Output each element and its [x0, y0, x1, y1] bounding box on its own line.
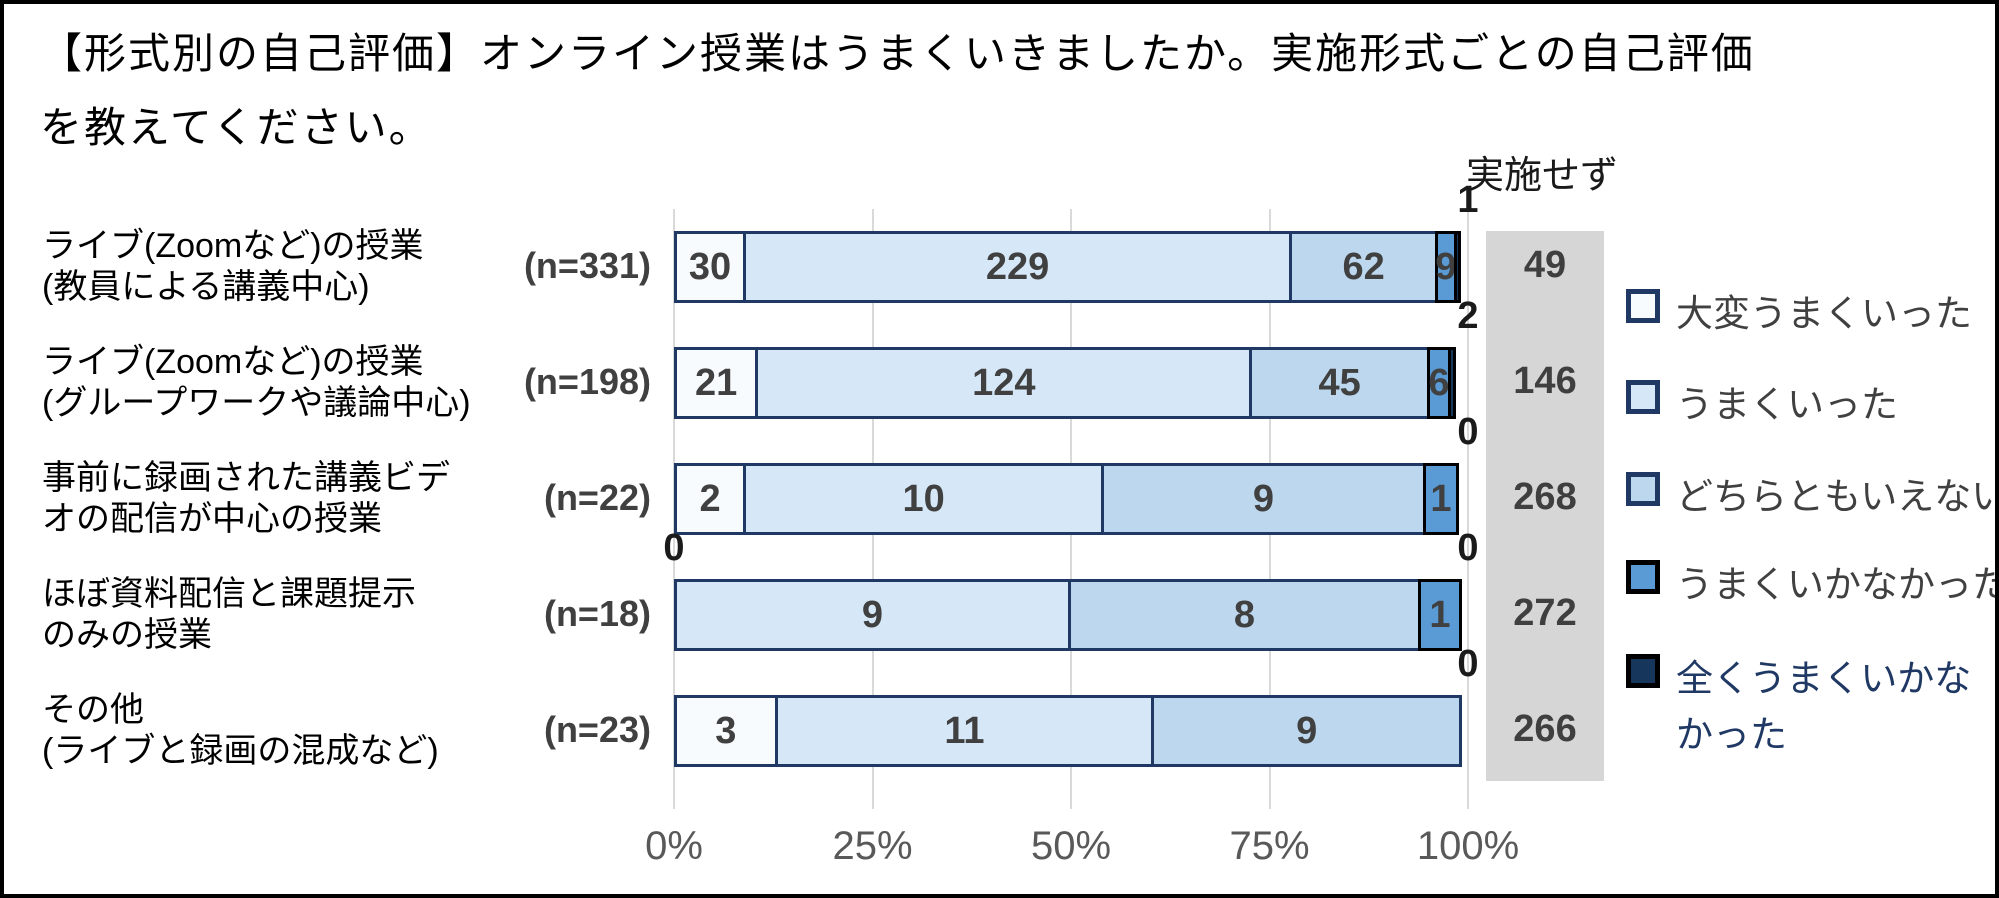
category-label: ライブ(Zoomなど)の授業 (教員による講義中心)	[42, 226, 424, 308]
sample-size-label: (n=331)	[523, 245, 651, 286]
x-axis-tick-label: 75%	[1229, 824, 1310, 868]
segment-value-above-right: 2	[1457, 295, 1479, 337]
bar-segment-全くうまくいかなかった	[1453, 231, 1461, 303]
bar-row: 2 10 9 1	[674, 463, 1468, 535]
legend-swatch-大変うまくいった	[1626, 289, 1660, 323]
x-axis-tick-label: 100%	[1416, 824, 1520, 868]
segment-value: 8	[1233, 593, 1255, 636]
segment-value: 229	[985, 245, 1050, 288]
category-label-line: 事前に録画された講義ビデ	[42, 459, 450, 497]
segment-value: 45	[1318, 361, 1361, 404]
bar-row: 9 8 1	[674, 579, 1468, 651]
segment-value-above-right: 0	[1457, 411, 1479, 453]
x-axis-tick-label: 50%	[1030, 824, 1112, 868]
chart-title-line-1: 【形式別の自己評価】オンライン授業はうまくいきましたか。実施形式ごとの自己評価	[40, 30, 1755, 77]
segment-value: 11	[944, 709, 985, 752]
legend-label-うまくいった: うまくいった	[1676, 384, 1898, 425]
bar-segment-うまくいった: 10	[743, 463, 1105, 535]
segment-value: 9	[1252, 477, 1275, 520]
segment-value-above-right: 0	[1457, 643, 1479, 685]
category-label: 事前に録画された講義ビデ オの配信が中心の授業	[42, 458, 450, 540]
bar-segment-うまくいかなかった: 1	[1417, 579, 1462, 651]
segment-value: 6	[1428, 361, 1450, 404]
segment-value: 9	[861, 593, 884, 636]
bar-segment-どちらともいえない: 9	[1101, 463, 1426, 535]
category-label: ライブ(Zoomなど)の授業 (グループワークや議論中心)	[42, 342, 471, 424]
segment-value-above-right: 0	[1457, 527, 1479, 569]
segment-value: 9	[1296, 709, 1318, 752]
category-label-line: ほぼ資料配信と課題提示	[42, 575, 416, 613]
bar-segment-大変うまくいった: 30	[674, 231, 746, 303]
segment-value: 21	[694, 361, 738, 404]
not-implemented-value: 272	[1513, 592, 1577, 634]
bar-row: 30 229 62 9	[674, 231, 1468, 303]
segment-value: 1	[1429, 593, 1451, 636]
chart-title-line-2: を教えてください。	[40, 104, 433, 151]
segment-value: 2	[699, 477, 721, 520]
bar-segment-うまくいった: 9	[674, 579, 1071, 651]
bar-segment-大変うまくいった: 2	[674, 463, 747, 535]
legend-swatch-どちらともいえない	[1626, 472, 1660, 506]
bar-segment-どちらともいえない: 8	[1068, 579, 1421, 651]
segment-value: 124	[972, 361, 1036, 404]
segment-value: 9	[1435, 245, 1457, 288]
legend-label-全くうまくいかなかった: 全くうまくいかな	[1676, 658, 1972, 699]
legend-swatch-うまくいった	[1626, 380, 1660, 414]
segment-value-above-left: 0	[663, 527, 685, 569]
category-label-line: のみの授業	[42, 616, 212, 654]
segment-value: 62	[1342, 245, 1385, 288]
segment-value-above-right: 1	[1457, 179, 1479, 221]
bar-segment-どちらともいえない: 45	[1249, 347, 1430, 419]
bar-segment-全くうまくいかなかった	[1447, 347, 1456, 419]
bar-segment-どちらともいえない: 62	[1289, 231, 1438, 303]
x-axis-tick-label: 0%	[645, 824, 703, 868]
legend-swatch-全くうまくいかなかった	[1626, 654, 1660, 688]
category-label: ほぼ資料配信と課題提示 のみの授業	[42, 574, 416, 656]
not-implemented-column	[1486, 231, 1604, 781]
not-implemented-value: 49	[1523, 244, 1567, 286]
bar-segment-うまくいった: 229	[742, 231, 1293, 303]
category-label-line: その他	[42, 691, 144, 729]
category-label-line: (教員による講義中心)	[42, 268, 370, 306]
sample-size-label: (n=18)	[543, 593, 651, 634]
legend-label-どちらともいえない: どちらともいえない	[1676, 476, 1999, 517]
not-implemented-value: 266	[1513, 708, 1577, 750]
segment-value: 10	[902, 477, 945, 520]
category-label-line: (ライブと録画の混成など)	[42, 732, 439, 770]
bar-segment-うまくいかなかった: 1	[1422, 463, 1459, 535]
gridline-100%	[1467, 209, 1469, 809]
category-label-line: ライブ(Zoomなど)の授業	[42, 227, 424, 265]
legend-label-大変うまくいった: 大変うまくいった	[1676, 293, 1972, 334]
sample-size-label: (n=22)	[543, 477, 651, 518]
segment-value: 30	[688, 245, 732, 288]
bar-segment-大変うまくいった: 3	[674, 695, 778, 767]
bar-segment-どちらともいえない: 9	[1151, 695, 1462, 767]
legend-label-うまくいかなかった: うまくいかなかった	[1676, 564, 1999, 605]
category-label-line: ライブ(Zoomなど)の授業	[42, 343, 424, 381]
not-implemented-value: 146	[1513, 360, 1577, 402]
bar-row: 3 11 9	[674, 695, 1468, 767]
legend-label-全くうまくいかなかった: かった	[1676, 714, 1787, 755]
bar-segment-うまくいった: 11	[774, 695, 1155, 767]
not-implemented-value: 268	[1513, 476, 1577, 518]
sample-size-label: (n=198)	[523, 361, 651, 402]
not-implemented-column-header: 実施せず	[1466, 155, 1619, 197]
x-axis-tick-label: 25%	[832, 824, 913, 868]
sample-size-label: (n=23)	[543, 709, 651, 750]
segment-value: 3	[715, 709, 737, 752]
category-label: その他 (ライブと録画の混成など)	[42, 690, 439, 772]
bar-segment-うまくいった: 124	[755, 347, 1253, 419]
category-label-line: オの配信が中心の授業	[42, 500, 382, 538]
bar-segment-大変うまくいった: 21	[674, 347, 759, 419]
bar-row: 21 124 45 6	[674, 347, 1468, 419]
legend-swatch-うまくいかなかった	[1626, 560, 1660, 594]
segment-value: 1	[1430, 477, 1452, 520]
category-label-line: (グループワークや議論中心)	[42, 384, 471, 422]
bar-segment-うまくいかなかった: 9	[1434, 231, 1457, 303]
